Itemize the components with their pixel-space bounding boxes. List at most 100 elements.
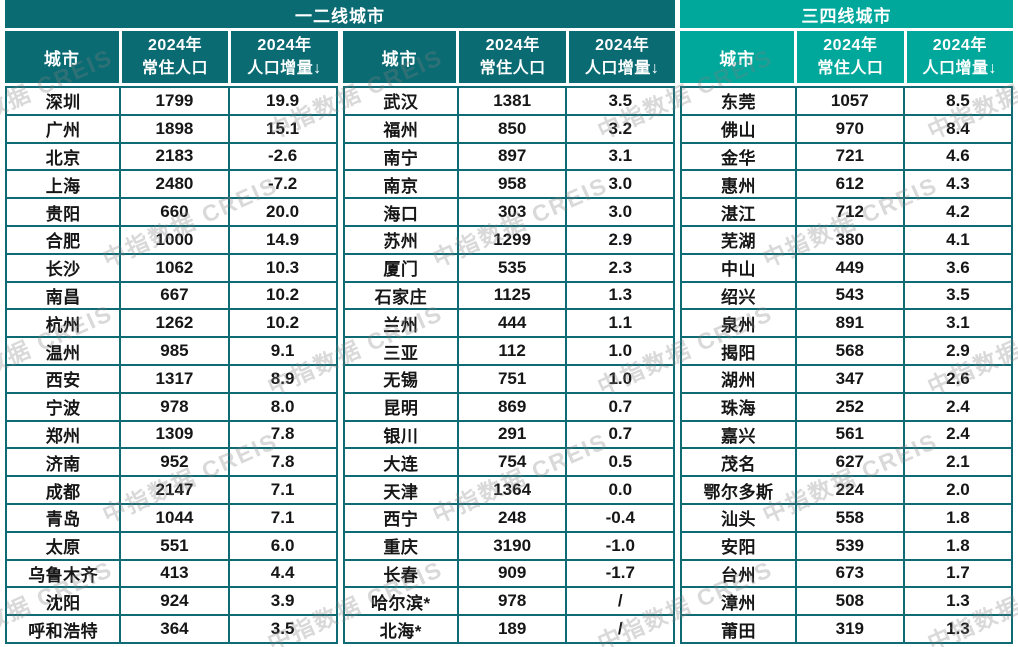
increase-cell: 4.3 — [902, 171, 1011, 198]
column-header-line1: 2024年 — [932, 36, 987, 54]
population-cell: 303 — [457, 199, 565, 225]
city-cell: 西宁 — [383, 510, 419, 530]
city-cell: 汕头 — [721, 510, 757, 530]
column-header-increase: 2024年 人口增量↓ — [228, 31, 338, 83]
city-cell: 西安 — [45, 371, 81, 391]
table-row: 昆明 869 0.7 — [344, 391, 674, 420]
city-cell: 鄂尔多斯 — [703, 482, 774, 502]
table-row: 绍兴 543 3.5 — [682, 280, 1012, 309]
table-row: 漳州 508 1.3 — [682, 586, 1012, 615]
table-row: 大连 754 0.5 — [344, 447, 674, 476]
column-header-row: 城市 2024年 常住人口 2024年 人口增量↓ — [342, 31, 676, 83]
city-cell: 武汉 — [383, 93, 419, 113]
city-cell: 重庆 — [383, 538, 419, 558]
column-header-line2: 人口增量↓ — [922, 60, 998, 77]
table-row: 芜湖 380 4.1 — [682, 224, 1012, 253]
increase-cell: 7.1 — [227, 477, 336, 503]
increase-cell: 1.3 — [565, 282, 673, 309]
population-cell: 612 — [794, 171, 903, 198]
city-cell: 太原 — [45, 538, 81, 558]
population-cell: 1309 — [119, 421, 227, 448]
table-row: 福州 850 3.2 — [344, 113, 674, 142]
population-cell: 909 — [457, 560, 565, 587]
city-cell: 南宁 — [383, 148, 419, 168]
city-cell: 合肥 — [45, 232, 81, 252]
section-header-tier34: 三四线城市 — [680, 0, 1013, 28]
population-cell: 660 — [119, 199, 227, 225]
population-cell: 751 — [457, 365, 565, 392]
population-cell: 291 — [457, 421, 565, 448]
increase-cell: 3.5 — [227, 616, 336, 642]
table-body: 武汉 1381 3.5 福州 850 3.2 南宁 897 3.1 南京 958 3.0 海口 303 3.… — [342, 86, 676, 644]
table-row: 西宁 248 -0.4 — [344, 502, 674, 531]
section-header-row: 一二线城市 三四线城市 — [5, 0, 1013, 28]
increase-cell: 4.4 — [227, 560, 336, 587]
increase-cell: 3.0 — [565, 199, 673, 225]
column-header-line2: 人口增量↓ — [247, 60, 322, 77]
city-cell: 青岛 — [45, 510, 81, 530]
table-row: 重庆 3190 -1.0 — [344, 530, 674, 559]
city-cell: 深圳 — [45, 93, 81, 113]
population-cell: 1125 — [457, 282, 565, 309]
increase-cell: 15.1 — [227, 115, 336, 142]
city-cell: 上海 — [45, 176, 81, 196]
population-cell: 539 — [794, 532, 903, 559]
table-row: 安阳 539 1.8 — [682, 530, 1012, 559]
city-cell: 厦门 — [383, 260, 419, 280]
population-cell: 1364 — [457, 477, 565, 503]
population-cell: 978 — [119, 393, 227, 420]
table-row: 宁波 978 8.0 — [7, 391, 336, 420]
increase-cell: 8.4 — [902, 115, 1011, 142]
table-row: 青岛 1044 7.1 — [7, 502, 336, 531]
increase-cell: 1.0 — [565, 365, 673, 392]
population-cell: 1000 — [119, 226, 227, 253]
city-cell: 金华 — [721, 148, 757, 168]
city-cell: 芜湖 — [721, 232, 757, 252]
table-row: 厦门 535 2.3 — [344, 252, 674, 281]
population-cell: 1057 — [794, 88, 903, 114]
table-row: 揭阳 568 2.9 — [682, 336, 1012, 364]
increase-cell: 8.0 — [227, 393, 336, 420]
city-cell: 长春 — [383, 565, 419, 585]
population-cell: 985 — [119, 338, 227, 364]
city-cell: 银川 — [383, 426, 419, 446]
population-cell: 2183 — [119, 143, 227, 170]
column-header-line1: 城市 — [719, 49, 756, 69]
increase-cell: / — [565, 588, 673, 615]
population-cell: 364 — [119, 616, 227, 642]
increase-cell: -1.7 — [565, 560, 673, 587]
increase-cell: 8.9 — [227, 365, 336, 392]
column-header-line2: 常住人口 — [479, 60, 546, 77]
table-body: 深圳 1799 19.9 广州 1898 15.1 北京 2183 -2.6 上海 2480 -7.2… — [5, 86, 338, 644]
city-cell: 杭州 — [45, 315, 81, 335]
city-cell: 漳州 — [721, 593, 757, 613]
increase-cell: 14.9 — [227, 226, 336, 253]
table-row: 泉州 891 3.1 — [682, 308, 1012, 337]
population-cell: 1317 — [119, 365, 227, 392]
increase-cell: 1.1 — [565, 310, 673, 337]
column-header-line1: 2024年 — [823, 36, 878, 54]
table-row: 合肥 1000 14.9 — [7, 224, 336, 253]
table-row: 呼和浩特 364 3.5 — [7, 614, 336, 642]
city-cell: 哈尔滨* — [371, 593, 431, 613]
population-cell: 248 — [457, 504, 565, 531]
increase-cell: 3.1 — [902, 310, 1011, 337]
population-cell: 897 — [457, 143, 565, 170]
city-cell: 泉州 — [721, 315, 757, 335]
city-cell: 揭阳 — [721, 343, 757, 363]
population-cell: 2480 — [119, 171, 227, 198]
table-row: 珠海 252 2.4 — [682, 391, 1012, 420]
city-cell: 东莞 — [721, 93, 757, 113]
increase-cell: 20.0 — [227, 199, 336, 225]
column-header-line1: 城市 — [43, 49, 80, 69]
city-cell: 大连 — [383, 454, 419, 474]
table-row: 莆田 319 1.3 — [682, 614, 1012, 642]
table-row: 成都 2147 7.1 — [7, 475, 336, 503]
city-cell: 嘉兴 — [721, 426, 757, 446]
table-row: 三亚 112 1.0 — [344, 336, 674, 364]
city-table-group-1: 城市 2024年 常住人口 2024年 人口增量↓ 深圳 1799 19.9 广州 1898 15… — [5, 31, 338, 644]
increase-cell: 3.5 — [565, 88, 673, 114]
column-header-city: 城市 — [680, 31, 795, 83]
increase-cell: 3.1 — [565, 143, 673, 170]
